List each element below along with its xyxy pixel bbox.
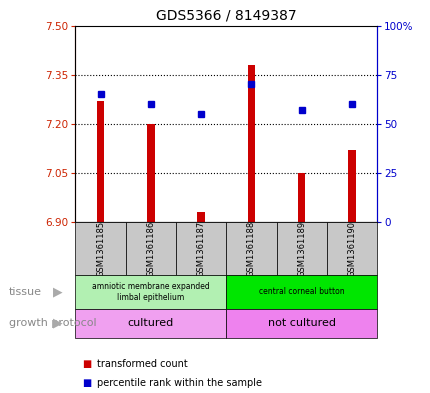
Text: not cultured: not cultured	[267, 318, 335, 328]
Bar	[326, 222, 376, 275]
Bar	[226, 309, 376, 338]
Text: GSM1361186: GSM1361186	[146, 220, 155, 277]
Title: GDS5366 / 8149387: GDS5366 / 8149387	[156, 9, 296, 23]
Bar	[226, 222, 276, 275]
Text: GSM1361189: GSM1361189	[297, 220, 305, 277]
Text: cultured: cultured	[127, 318, 174, 328]
Text: tissue: tissue	[9, 287, 42, 297]
Bar	[226, 275, 376, 309]
Text: GSM1361185: GSM1361185	[96, 220, 105, 277]
Text: GSM1361187: GSM1361187	[196, 220, 205, 277]
Bar	[175, 222, 226, 275]
Bar	[75, 222, 126, 275]
Text: percentile rank within the sample: percentile rank within the sample	[97, 378, 261, 388]
Bar	[97, 101, 104, 222]
Text: ▶: ▶	[53, 285, 63, 298]
Bar	[247, 65, 255, 222]
Text: ▶: ▶	[53, 317, 63, 330]
Bar	[297, 173, 305, 222]
Text: central corneal button: central corneal button	[258, 287, 344, 296]
Text: GSM1361190: GSM1361190	[347, 220, 356, 277]
Bar	[147, 124, 154, 222]
Text: ■: ■	[82, 358, 91, 369]
Bar	[126, 222, 175, 275]
Bar	[276, 222, 326, 275]
Bar	[347, 150, 355, 222]
Text: transformed count: transformed count	[97, 358, 187, 369]
Bar	[75, 275, 226, 309]
Bar	[197, 212, 204, 222]
Text: growth protocol: growth protocol	[9, 318, 96, 328]
Text: ■: ■	[82, 378, 91, 388]
Text: amniotic membrane expanded
limbal epithelium: amniotic membrane expanded limbal epithe…	[92, 282, 209, 301]
Bar	[75, 309, 226, 338]
Text: GSM1361188: GSM1361188	[246, 220, 255, 277]
